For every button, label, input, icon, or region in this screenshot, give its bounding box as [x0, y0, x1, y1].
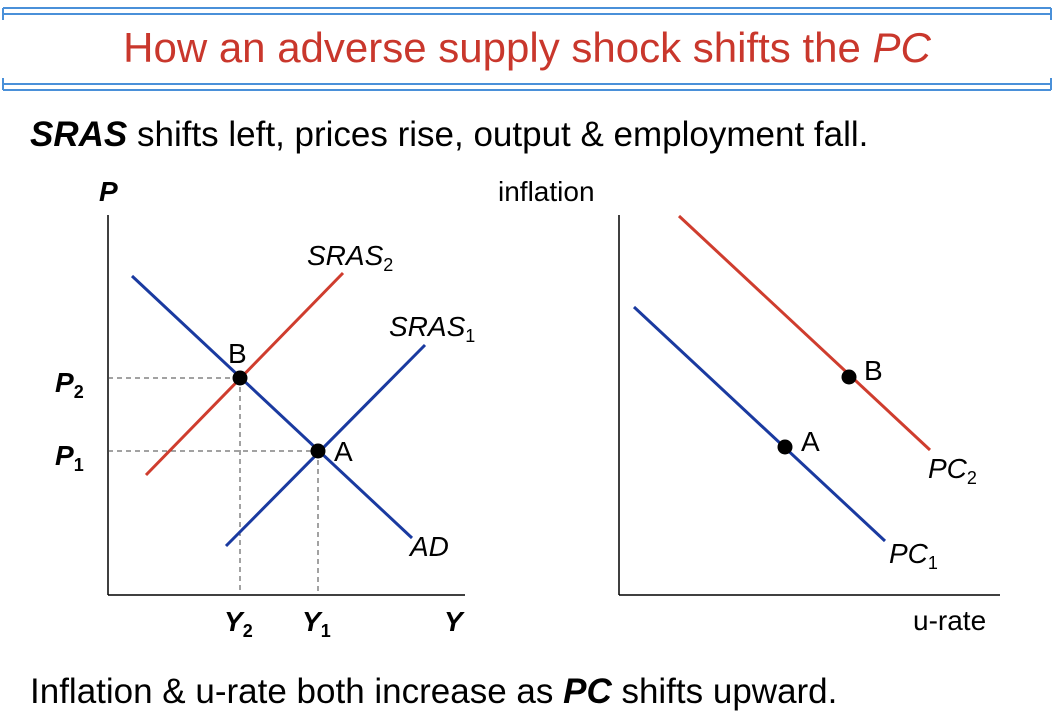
- point-a-label: A: [334, 436, 353, 467]
- y2-label: Y2: [224, 606, 253, 641]
- pc-point-a-dot: [777, 439, 793, 455]
- ad-curve: [130, 274, 414, 540]
- title-text: How an adverse supply shock shifts the: [123, 24, 873, 71]
- y1-label: Y1: [302, 606, 331, 641]
- subtitle: SRAS shifts left, prices rise, output & …: [30, 115, 868, 155]
- page-title: How an adverse supply shock shifts the P…: [2, 24, 1052, 72]
- footer-before: Inflation & u-rate both increase as: [30, 672, 564, 711]
- left-x-axis-label: Y: [444, 606, 465, 637]
- p1-label: P1: [55, 440, 84, 475]
- left-diagram: P Y P2 P1 Y2 Y1 SRAS2 SRAS1 AD B A: [55, 176, 475, 641]
- ad-label: AD: [408, 531, 449, 562]
- right-diagram: inflation u-rate PC2 PC1 B A: [498, 176, 1000, 636]
- point-a-dot: [310, 443, 326, 459]
- point-b-dot: [232, 370, 248, 386]
- sras1-curve: [224, 343, 427, 548]
- sras2-label: SRAS2: [307, 240, 393, 275]
- pc1-curve: [632, 305, 887, 543]
- footer-bold: PC: [563, 672, 612, 711]
- footer-after: shifts upward.: [611, 672, 838, 711]
- pc-point-b-dot: [841, 369, 857, 385]
- pc2-curve: [677, 214, 932, 452]
- right-y-axis-label: inflation: [498, 176, 595, 207]
- sras1-label: SRAS1: [389, 311, 475, 346]
- left-y-axis-label: P: [99, 176, 118, 207]
- title-banner: How an adverse supply shock shifts the P…: [2, 6, 1052, 92]
- right-x-axis-label: u-rate: [913, 605, 986, 636]
- title-frame-border: [2, 7, 1052, 91]
- p2-label: P2: [55, 367, 84, 402]
- pc2-label: PC2: [928, 453, 977, 488]
- pc1-label: PC1: [889, 538, 938, 573]
- subtitle-bold: SRAS: [30, 115, 128, 154]
- point-b-label: B: [228, 338, 247, 369]
- subtitle-rest: shifts left, prices rise, output & emplo…: [127, 115, 869, 154]
- footer-caption: Inflation & u-rate both increase as PC s…: [30, 672, 837, 712]
- title-italic: PC: [872, 24, 931, 71]
- pc-point-a-label: A: [801, 426, 820, 457]
- pc-point-b-label: B: [864, 355, 883, 386]
